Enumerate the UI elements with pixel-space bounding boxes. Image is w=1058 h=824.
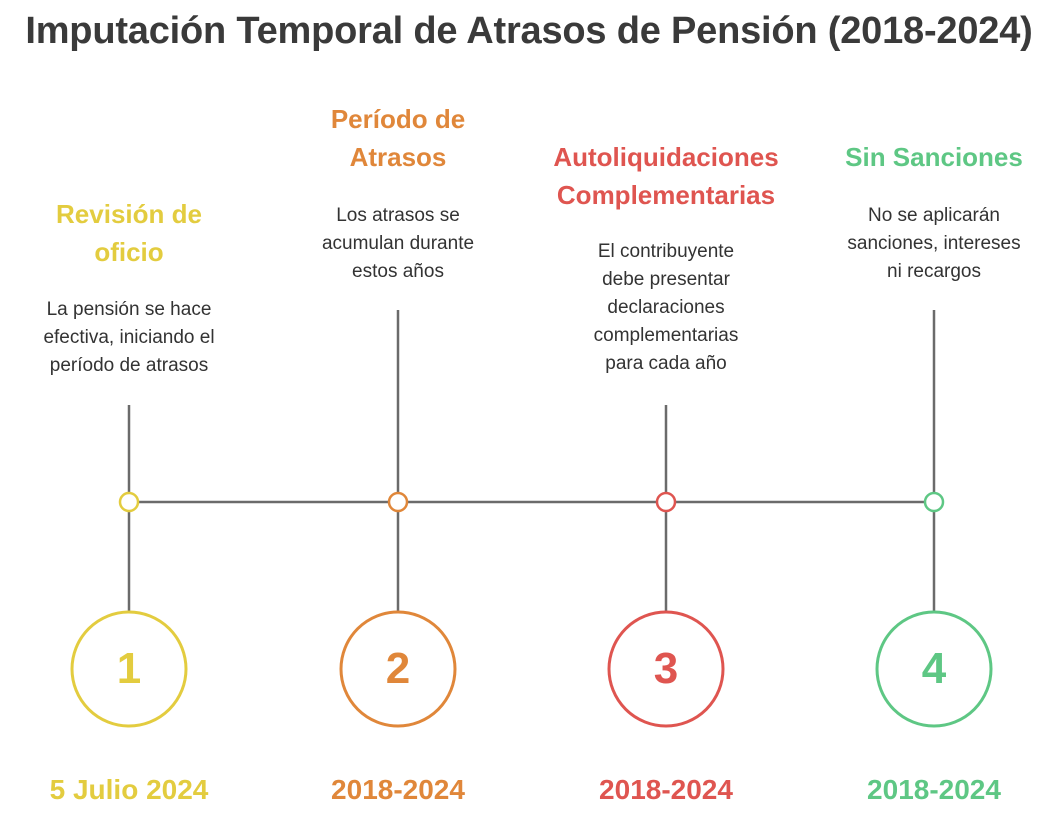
timeline-node-4	[923, 491, 945, 513]
step-description-line: La pensión se hace	[46, 299, 212, 320]
step-title-line: Sin Sanciones	[845, 142, 1023, 172]
step-number-3: 3	[653, 644, 679, 693]
step-circle-2	[339, 610, 457, 728]
step-title-2: Período de Atrasos	[278, 100, 518, 176]
step-description-line: El contribuyente	[597, 241, 735, 262]
step-date-3: 2018-2024	[599, 774, 733, 805]
step-description-line: efectiva, iniciando el	[43, 327, 215, 348]
step-title-line: Autoliquidaciones	[553, 142, 779, 172]
step-description-line: acumulan durante	[321, 233, 475, 254]
step-description-line: ni recargos	[887, 261, 981, 282]
step-description-line: No se aplicarán	[867, 205, 1001, 226]
step-title-3: Autoliquidaciones Complementarias	[521, 138, 811, 214]
step-description-line: sanciones, intereses	[847, 233, 1021, 254]
step-description-line: estos años	[352, 261, 444, 282]
step-title-line: Revisión de	[56, 199, 202, 229]
step-title-line: oficio	[94, 237, 164, 267]
step-title-4: Sin Sanciones	[814, 138, 1054, 176]
step-number-1: 1	[116, 644, 142, 693]
step-title-line: Atrasos	[349, 142, 447, 172]
step-description-line: para cada año	[605, 353, 727, 374]
step-circle-4	[875, 610, 993, 728]
step-description-line: complementarias	[593, 325, 739, 346]
step-title-line: Período de	[330, 104, 466, 134]
step-description-line: período de atrasos	[49, 355, 209, 376]
step-description-3: El contribuyente debe presentar declarac…	[551, 238, 781, 378]
step-description-1: La pensión se hace efectiva, iniciando e…	[4, 296, 254, 380]
page-title: Imputación Temporal de Atrasos de Pensió…	[25, 10, 1033, 52]
step-title-1: Revisión de oficio	[0, 195, 259, 271]
step-number-2: 2	[385, 644, 411, 693]
step-circle-3	[607, 610, 725, 728]
step-description-line: debe presentar	[602, 269, 730, 290]
timeline-node-2	[387, 491, 409, 513]
step-title-line: Complementarias	[556, 180, 776, 210]
step-description-line: Los atrasos se	[336, 205, 460, 226]
step-description-4: No se aplicarán sanciones, intereses ni …	[814, 202, 1054, 286]
timeline-node-3	[655, 491, 677, 513]
step-description-line: declaraciones	[607, 297, 725, 318]
step-description-2: Los atrasos se acumulan durante estos añ…	[283, 202, 513, 286]
step-date-4: 2018-2024	[867, 774, 1001, 805]
step-date-2: 2018-2024	[331, 774, 465, 805]
timeline-node-1	[118, 491, 140, 513]
step-date-1: 5 Julio 2024	[49, 774, 209, 805]
step-number-4: 4	[921, 644, 947, 693]
step-circle-1	[70, 610, 188, 728]
